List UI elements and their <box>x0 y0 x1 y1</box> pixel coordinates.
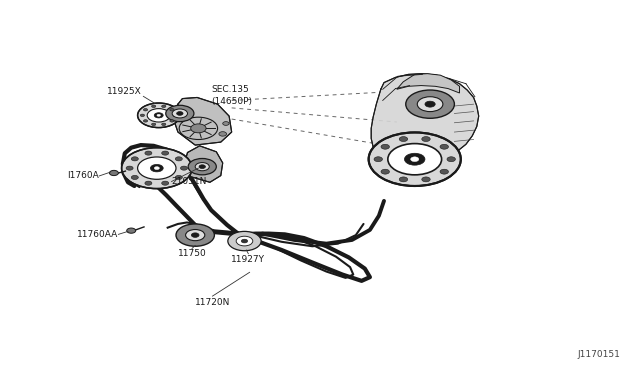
Circle shape <box>223 122 229 125</box>
Text: 11925X: 11925X <box>108 87 142 96</box>
Circle shape <box>406 90 454 118</box>
Circle shape <box>154 167 159 170</box>
Circle shape <box>145 181 152 185</box>
Circle shape <box>175 175 182 179</box>
Circle shape <box>157 114 161 116</box>
Circle shape <box>152 105 156 108</box>
Circle shape <box>166 105 194 122</box>
Circle shape <box>417 97 443 112</box>
Text: SEC.135: SEC.135 <box>211 85 249 94</box>
Circle shape <box>176 224 214 246</box>
Text: 11760AA: 11760AA <box>77 230 118 239</box>
Circle shape <box>219 132 227 136</box>
Text: J1170151: J1170151 <box>578 350 621 359</box>
Circle shape <box>404 153 425 165</box>
Circle shape <box>228 231 261 251</box>
Circle shape <box>150 164 163 172</box>
Circle shape <box>188 158 216 175</box>
Text: 11720N: 11720N <box>195 298 230 307</box>
Circle shape <box>143 120 148 122</box>
Circle shape <box>138 157 176 179</box>
Circle shape <box>422 177 430 182</box>
Circle shape <box>152 123 156 126</box>
Circle shape <box>191 124 206 133</box>
Circle shape <box>162 105 166 108</box>
Circle shape <box>422 137 430 141</box>
Circle shape <box>425 101 435 107</box>
Circle shape <box>440 144 449 149</box>
Circle shape <box>381 144 389 149</box>
Circle shape <box>162 123 166 126</box>
Text: I1760A: I1760A <box>67 171 99 180</box>
Circle shape <box>140 114 145 116</box>
Text: 11927Y: 11927Y <box>231 255 266 264</box>
Circle shape <box>138 103 180 128</box>
Circle shape <box>170 120 174 122</box>
Circle shape <box>170 109 174 111</box>
Circle shape <box>440 169 449 174</box>
Circle shape <box>145 151 152 155</box>
Circle shape <box>374 157 383 162</box>
Circle shape <box>177 112 183 115</box>
Circle shape <box>175 157 182 161</box>
Circle shape <box>369 132 461 186</box>
Circle shape <box>162 151 169 155</box>
Circle shape <box>388 144 442 175</box>
Text: (14650P): (14650P) <box>211 97 252 106</box>
Polygon shape <box>371 74 479 169</box>
Circle shape <box>154 113 163 118</box>
Circle shape <box>162 181 169 185</box>
Text: 11750: 11750 <box>178 249 206 258</box>
Circle shape <box>381 169 389 174</box>
Circle shape <box>399 177 408 182</box>
Text: 21051N: 21051N <box>172 177 207 186</box>
Circle shape <box>236 236 253 246</box>
Polygon shape <box>397 74 460 93</box>
Circle shape <box>127 228 136 233</box>
Circle shape <box>173 114 177 116</box>
Circle shape <box>122 148 192 189</box>
Circle shape <box>180 166 188 170</box>
Circle shape <box>126 166 133 170</box>
Circle shape <box>143 109 148 111</box>
Circle shape <box>447 157 456 162</box>
Circle shape <box>186 230 205 241</box>
Circle shape <box>399 137 408 141</box>
Circle shape <box>131 157 138 161</box>
Circle shape <box>199 165 205 169</box>
Circle shape <box>131 175 138 179</box>
Circle shape <box>109 170 118 176</box>
Circle shape <box>411 157 419 161</box>
Circle shape <box>172 109 188 118</box>
Polygon shape <box>173 97 232 145</box>
Circle shape <box>147 109 170 122</box>
Circle shape <box>195 163 209 171</box>
Polygon shape <box>184 146 223 182</box>
Circle shape <box>191 233 199 237</box>
Circle shape <box>241 239 248 243</box>
